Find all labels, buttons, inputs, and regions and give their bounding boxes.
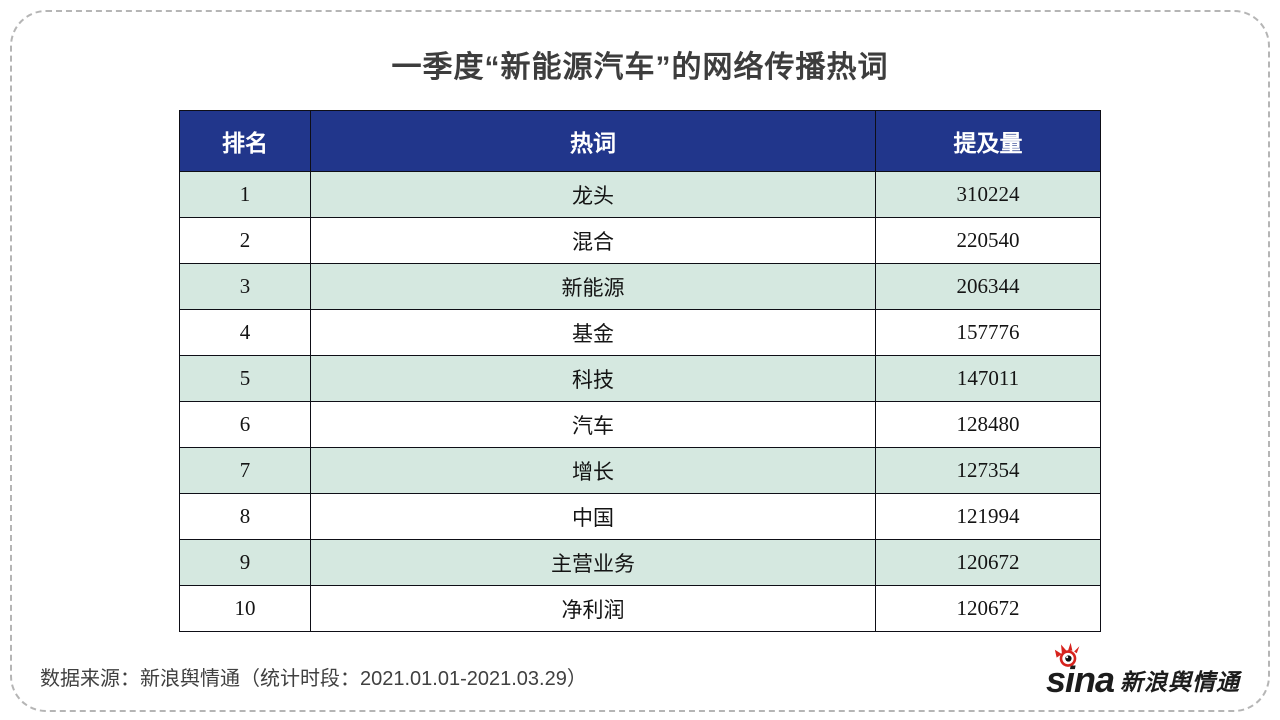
column-header-mentions: 提及量 [875, 110, 1101, 172]
hotword-cell: 主营业务 [310, 539, 876, 586]
table-row: 8 中国 121994 [179, 493, 1101, 540]
mentions-cell: 310224 [875, 171, 1101, 218]
hotword-table: 排名 热词 提及量 1 龙头 310224 2 混合 220540 3 新能源 206344 4 基… [179, 110, 1101, 632]
logo-brand-cn-text: 新浪舆情通 [1120, 669, 1240, 695]
rank-cell: 5 [179, 355, 311, 402]
sina-eye-icon [1054, 642, 1080, 667]
mentions-cell: 206344 [875, 263, 1101, 310]
rank-cell: 4 [179, 309, 311, 356]
hotword-cell: 增长 [310, 447, 876, 494]
table-row: 1 龙头 310224 [179, 171, 1101, 218]
table-row: 2 混合 220540 [179, 217, 1101, 264]
table-row: 7 增长 127354 [179, 447, 1101, 494]
logo-brand-wrap: sina [1045, 642, 1115, 700]
table-row: 5 科技 147011 [179, 355, 1101, 402]
mentions-cell: 147011 [875, 355, 1101, 402]
table-row: 10 净利润 120672 [179, 585, 1101, 632]
page-title: 一季度“新能源汽车”的网络传播热词 [391, 51, 889, 84]
table-body: 1 龙头 310224 2 混合 220540 3 新能源 206344 4 基金 157776 5 科技… [179, 171, 1101, 632]
column-header-hotword: 热词 [310, 110, 876, 172]
mentions-cell: 121994 [875, 493, 1101, 540]
sina-yuqingtong-logo: sina 新浪舆情通 [1045, 642, 1240, 700]
rank-cell: 1 [179, 171, 311, 218]
rank-cell: 3 [179, 263, 311, 310]
column-header-rank: 排名 [179, 110, 311, 172]
table-row: 9 主营业务 120672 [179, 539, 1101, 586]
mentions-cell: 220540 [875, 217, 1101, 264]
hotword-cell: 科技 [310, 355, 876, 402]
rank-cell: 8 [179, 493, 311, 540]
rank-cell: 2 [179, 217, 311, 264]
hotword-cell: 混合 [310, 217, 876, 264]
table-row: 4 基金 157776 [179, 309, 1101, 356]
hotword-cell: 新能源 [310, 263, 876, 310]
source-note: 数据来源：新浪舆情通（统计时段：2021.01.01-2021.03.29） [40, 668, 587, 690]
mentions-cell: 157776 [875, 309, 1101, 356]
hotword-cell: 龙头 [310, 171, 876, 218]
table-row: 6 汽车 128480 [179, 401, 1101, 448]
table-header-row: 排名 热词 提及量 [179, 110, 1101, 172]
rank-cell: 10 [179, 585, 311, 632]
mentions-cell: 128480 [875, 401, 1101, 448]
mentions-cell: 120672 [875, 539, 1101, 586]
hotword-cell: 中国 [310, 493, 876, 540]
rank-cell: 9 [179, 539, 311, 586]
mentions-cell: 120672 [875, 585, 1101, 632]
mentions-cell: 127354 [875, 447, 1101, 494]
hotword-cell: 净利润 [310, 585, 876, 632]
rank-cell: 6 [179, 401, 311, 448]
rank-cell: 7 [179, 447, 311, 494]
hotword-cell: 汽车 [310, 401, 876, 448]
logo-brand-text: sina [1045, 659, 1115, 700]
table-row: 3 新能源 206344 [179, 263, 1101, 310]
hotword-cell: 基金 [310, 309, 876, 356]
